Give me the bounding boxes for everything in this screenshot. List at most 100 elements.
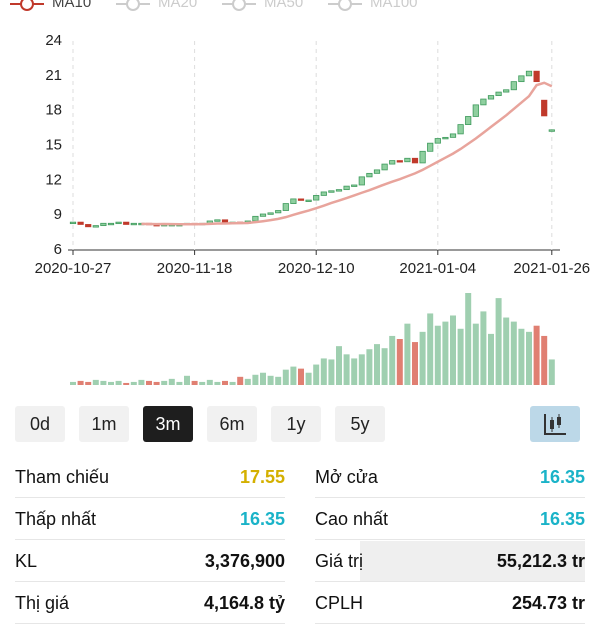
range-button[interactable]: 5y bbox=[335, 406, 385, 442]
volume-bar bbox=[328, 359, 335, 385]
volume-bar bbox=[161, 380, 168, 385]
candle bbox=[123, 221, 130, 225]
volume-bar bbox=[450, 315, 456, 385]
volume-bar bbox=[244, 378, 251, 385]
candle bbox=[275, 210, 282, 214]
stat-label: Tham chiếu bbox=[15, 466, 110, 487]
volume-bar bbox=[146, 380, 152, 385]
candle bbox=[259, 213, 267, 217]
candle bbox=[351, 184, 358, 187]
volume-bar bbox=[100, 380, 107, 385]
candle bbox=[503, 89, 510, 93]
volume-bar bbox=[115, 380, 122, 385]
stat-label: Cao nhất bbox=[315, 508, 389, 529]
range-button[interactable]: 6m bbox=[207, 406, 257, 442]
y-tick-label: 12 bbox=[45, 171, 62, 188]
stat-label: Thấp nhất bbox=[15, 508, 97, 529]
volume-bar bbox=[267, 375, 274, 385]
candle bbox=[487, 95, 495, 100]
volume-bar bbox=[305, 372, 312, 385]
legend-dot bbox=[126, 0, 140, 11]
volume-bar bbox=[92, 379, 99, 385]
volume-bar bbox=[434, 325, 441, 385]
candle bbox=[100, 222, 107, 227]
volume-bar bbox=[351, 358, 358, 385]
volume-bar bbox=[320, 358, 327, 385]
volume-bar bbox=[130, 381, 137, 385]
range-label: 6m bbox=[219, 413, 245, 434]
stat-row: Giá trị 55,212.3 tr bbox=[315, 541, 585, 582]
volume-bar bbox=[313, 364, 320, 385]
x-tick-label: 2020-11-18 bbox=[157, 260, 233, 277]
candle bbox=[335, 189, 343, 192]
stat-row: Cao nhất 16.35 bbox=[315, 499, 585, 540]
candle bbox=[85, 224, 92, 228]
x-tick-label: 2021-01-04 bbox=[399, 260, 476, 277]
volume-bar bbox=[396, 339, 403, 385]
volume-bar bbox=[457, 328, 464, 385]
volume-bar bbox=[510, 321, 517, 385]
chart-type-button[interactable] bbox=[530, 406, 580, 442]
candle bbox=[480, 98, 487, 106]
volume-bar bbox=[526, 331, 532, 385]
volume-bar bbox=[282, 369, 289, 385]
legend-label: MA50 bbox=[264, 0, 303, 11]
volume-bar bbox=[404, 323, 411, 385]
volume-bar bbox=[419, 331, 426, 385]
volume-bar bbox=[222, 380, 228, 385]
candle bbox=[92, 225, 99, 228]
legend-label: MA100 bbox=[370, 0, 418, 11]
range-label: 3m bbox=[155, 413, 181, 434]
volume-bar bbox=[191, 380, 198, 385]
volume-bar bbox=[138, 379, 145, 385]
volume-bar bbox=[229, 381, 236, 385]
range-button[interactable]: 3m bbox=[143, 406, 193, 442]
range-label: 5y bbox=[350, 413, 370, 434]
x-tick-label: 2020-10-27 bbox=[35, 260, 112, 277]
volume-bar bbox=[252, 374, 259, 385]
volume-bar bbox=[77, 380, 84, 385]
candle bbox=[366, 172, 373, 178]
range-label: 1y bbox=[286, 413, 306, 434]
candle bbox=[389, 160, 396, 165]
candle bbox=[343, 185, 350, 191]
volume-bar bbox=[541, 335, 548, 385]
candle bbox=[214, 219, 221, 222]
candle bbox=[525, 70, 533, 77]
legend-label: MA10 bbox=[52, 0, 91, 11]
range-button[interactable]: 1y bbox=[271, 406, 321, 442]
candle bbox=[297, 198, 305, 201]
stat-row: Thị giá 4,164.8 tỷ bbox=[15, 583, 285, 624]
candle bbox=[442, 136, 449, 140]
candle bbox=[495, 91, 502, 96]
candle bbox=[328, 190, 335, 193]
volume-bar bbox=[168, 378, 175, 385]
volume-bar bbox=[389, 335, 396, 385]
stat-label: Giá trị bbox=[315, 550, 364, 571]
y-tick-label: 9 bbox=[54, 206, 62, 223]
candle bbox=[404, 157, 411, 163]
volume-bar bbox=[465, 293, 472, 385]
range-button[interactable]: 1m bbox=[79, 406, 129, 442]
stat-value: 16.35 bbox=[239, 508, 285, 529]
range-label: 0d bbox=[29, 413, 51, 434]
candle-icon bbox=[544, 414, 566, 435]
candle bbox=[411, 157, 419, 164]
volume-bar bbox=[70, 381, 76, 385]
stat-value: 3,376,900 bbox=[204, 550, 285, 571]
stat-label: KL bbox=[15, 550, 38, 571]
volume-bar bbox=[184, 375, 190, 385]
legend-dot bbox=[20, 0, 34, 11]
volume-bar bbox=[366, 349, 373, 385]
volume-bar bbox=[199, 381, 206, 385]
candle bbox=[533, 70, 540, 83]
range-button[interactable]: 0d bbox=[15, 406, 65, 442]
volume-bar bbox=[298, 368, 304, 385]
stat-value: 17.55 bbox=[239, 466, 285, 487]
candle bbox=[252, 215, 259, 222]
stat-value: 55,212.3 tr bbox=[496, 550, 585, 571]
candle bbox=[282, 203, 289, 211]
stat-row: KL 3,376,900 bbox=[15, 541, 285, 582]
candle bbox=[358, 176, 365, 186]
y-tick-label: 6 bbox=[54, 241, 62, 258]
